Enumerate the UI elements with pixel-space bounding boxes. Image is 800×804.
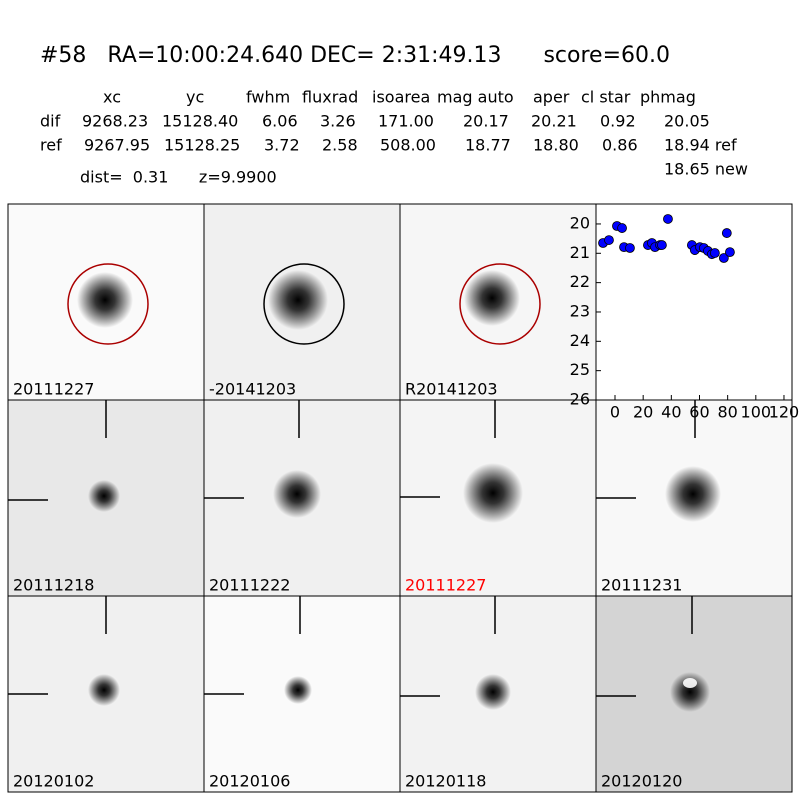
y-tick-label: 25 xyxy=(570,360,590,379)
table-cell: 508.00 xyxy=(380,136,436,155)
note: 18.65 new xyxy=(664,160,748,179)
source-blob xyxy=(464,270,520,326)
source-blob xyxy=(88,480,120,512)
panel-label: 20120106 xyxy=(209,772,290,791)
source-blob xyxy=(665,466,721,522)
source-blob xyxy=(268,270,328,330)
panel-label: 20111231 xyxy=(601,576,682,595)
point xyxy=(656,240,667,250)
panel-label: 20120118 xyxy=(405,772,486,791)
table-header: phmag xyxy=(640,88,696,107)
title: #58 RA=10:00:24.640 DEC= 2:31:49.13 scor… xyxy=(40,43,670,68)
aperture-circle xyxy=(67,263,149,345)
y-tick-label: 22 xyxy=(570,272,590,291)
panel-label: R20141203 xyxy=(405,380,498,399)
table-header: aper xyxy=(533,88,570,107)
panel-label: 20111227 xyxy=(405,576,486,595)
table-header: fwhm xyxy=(246,88,290,107)
panel-label: 20111227 xyxy=(13,380,94,399)
distance: dist= 0.31 z=9.9900 xyxy=(80,168,277,187)
point xyxy=(721,228,732,238)
source-blob xyxy=(273,470,321,518)
source-blob xyxy=(88,674,120,706)
point xyxy=(625,243,635,253)
aperture-circle xyxy=(459,263,541,345)
point xyxy=(718,253,729,263)
table-cell: 0.92 xyxy=(600,112,636,131)
source-blob xyxy=(284,676,312,704)
panel-label: -20141203 xyxy=(209,380,296,399)
source-blob xyxy=(463,463,523,523)
panel-label: 20120120 xyxy=(601,772,682,791)
table-cell: 6.06 xyxy=(262,112,298,131)
table-header: yc xyxy=(186,88,204,107)
table-cell: 15128.25 xyxy=(164,136,240,155)
table-cell: 0.86 xyxy=(602,136,638,155)
table-header: cl star xyxy=(581,88,631,107)
aperture-circle xyxy=(263,263,345,345)
x-tick-label: 60 xyxy=(689,403,709,422)
x-tick-label: 40 xyxy=(661,403,681,422)
table-cell: 20.21 xyxy=(531,112,577,131)
row-label: dif xyxy=(40,112,61,131)
table-cell: 20.17 xyxy=(463,112,509,131)
table-cell: 3.72 xyxy=(264,136,300,155)
point xyxy=(663,214,673,224)
panel-label: 20111218 xyxy=(13,576,94,595)
x-tick-label: 120 xyxy=(769,403,800,422)
row-label: ref xyxy=(40,136,62,155)
table-header: isoarea xyxy=(372,88,430,107)
point xyxy=(617,223,627,233)
table-cell: 20.05 xyxy=(664,112,710,131)
panel-label: 20111222 xyxy=(209,576,290,595)
x-tick-label: 20 xyxy=(633,403,653,422)
y-tick-label: 20 xyxy=(570,213,590,232)
source-blob xyxy=(670,672,710,712)
table-cell: 3.26 xyxy=(320,112,356,131)
panel-label: 20120102 xyxy=(13,772,94,791)
x-tick-label: 0 xyxy=(610,403,620,422)
y-tick-label: 23 xyxy=(570,301,590,320)
point xyxy=(709,248,720,258)
source-blob xyxy=(475,674,511,710)
table-cell: 18.80 xyxy=(533,136,579,155)
x-tick-label: 80 xyxy=(717,403,737,422)
point xyxy=(725,247,735,258)
table-header: fluxrad xyxy=(302,88,358,107)
table-header: xc xyxy=(103,88,121,107)
y-tick-label: 21 xyxy=(570,243,590,262)
point xyxy=(604,235,614,245)
table-cell: 9268.23 xyxy=(82,112,148,131)
table-cell: 9267.95 xyxy=(84,136,150,155)
table-cell: 18.94 ref xyxy=(664,136,737,155)
table-header: mag auto xyxy=(437,88,514,107)
x-tick-label: 100 xyxy=(741,403,772,422)
table-cell: 15128.40 xyxy=(162,112,238,131)
y-tick-label: 24 xyxy=(570,331,590,350)
y-tick-label: 26 xyxy=(570,390,590,409)
table-cell: 2.58 xyxy=(322,136,358,155)
table-cell: 171.00 xyxy=(378,112,434,131)
source-blob xyxy=(77,272,133,328)
residual-highlight xyxy=(683,678,697,688)
table-cell: 18.77 xyxy=(465,136,511,155)
plot-area xyxy=(595,203,793,401)
